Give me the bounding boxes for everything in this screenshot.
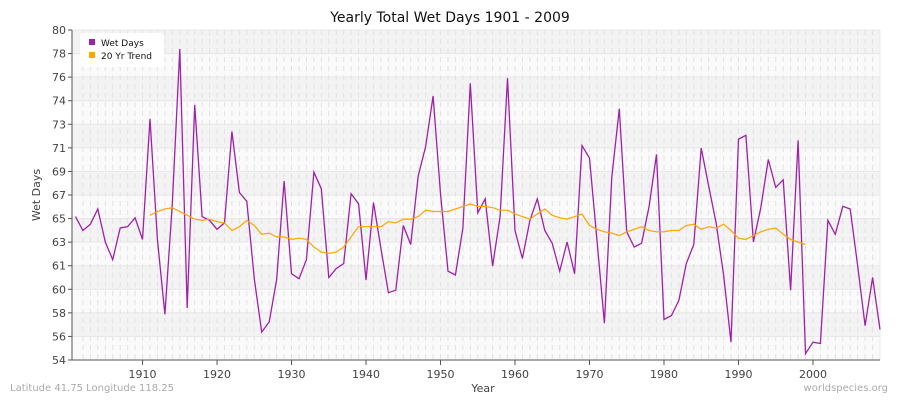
grid-band	[72, 147, 880, 172]
grid-band	[72, 195, 880, 219]
grid-band	[72, 312, 880, 337]
y-tick-label: 63	[52, 236, 66, 249]
legend: Wet Days 20 Yr Trend	[80, 33, 164, 67]
x-tick-label: 2000	[799, 368, 827, 381]
x-tick-label: 1940	[352, 368, 380, 381]
y-axis-label: Wet Days	[30, 169, 43, 222]
y-tick-label: 76	[52, 71, 66, 84]
grid-band	[72, 124, 880, 148]
chart-title: Yearly Total Wet Days 1901 - 2009	[329, 10, 570, 26]
legend-swatch-trend	[89, 52, 95, 58]
y-tick-label: 65	[52, 213, 66, 226]
x-tick-label: 1910	[129, 368, 157, 381]
grid-band	[72, 77, 880, 101]
y-tick-label: 73	[52, 118, 66, 131]
y-tick-label: 80	[52, 24, 66, 37]
y-tick-label: 58	[52, 307, 66, 320]
footer-source: worldspecies.org	[803, 383, 888, 394]
footer-location: Latitude 41.75 Longitude 118.25	[10, 383, 175, 394]
y-tick-label: 60	[52, 283, 66, 296]
grid-band	[72, 100, 880, 125]
y-tick-label: 74	[52, 95, 66, 108]
legend-swatch-wet-days	[89, 39, 95, 45]
grid-band	[72, 53, 880, 78]
y-tick-label: 56	[52, 330, 66, 343]
x-tick-label: 1930	[278, 368, 306, 381]
y-tick-label: 78	[52, 48, 66, 61]
x-tick-label: 1980	[650, 368, 678, 381]
grid-band	[72, 336, 880, 360]
x-tick-label: 1960	[501, 368, 529, 381]
y-tick-label: 61	[52, 260, 66, 273]
grid-band	[72, 30, 880, 54]
y-tick-label: 67	[52, 189, 66, 202]
y-tick-label: 71	[52, 142, 66, 155]
grid-band	[72, 218, 880, 243]
legend-wet-days: Wet Days	[101, 39, 144, 49]
grid-band	[72, 242, 880, 266]
y-tick-label: 69	[52, 165, 66, 178]
trend-line	[149, 203, 806, 255]
y-tick-label: 54	[52, 354, 66, 367]
grid-band	[72, 289, 880, 313]
x-tick-label: 1950	[427, 368, 455, 381]
x-tick-label: 1970	[575, 368, 603, 381]
grid-band	[72, 265, 880, 290]
x-tick-label: 1920	[203, 368, 231, 381]
x-axis-label: Year	[470, 382, 495, 395]
legend-trend: 20 Yr Trend	[101, 52, 152, 62]
x-tick-label: 1990	[724, 368, 752, 381]
wet-days-line	[74, 48, 881, 356]
